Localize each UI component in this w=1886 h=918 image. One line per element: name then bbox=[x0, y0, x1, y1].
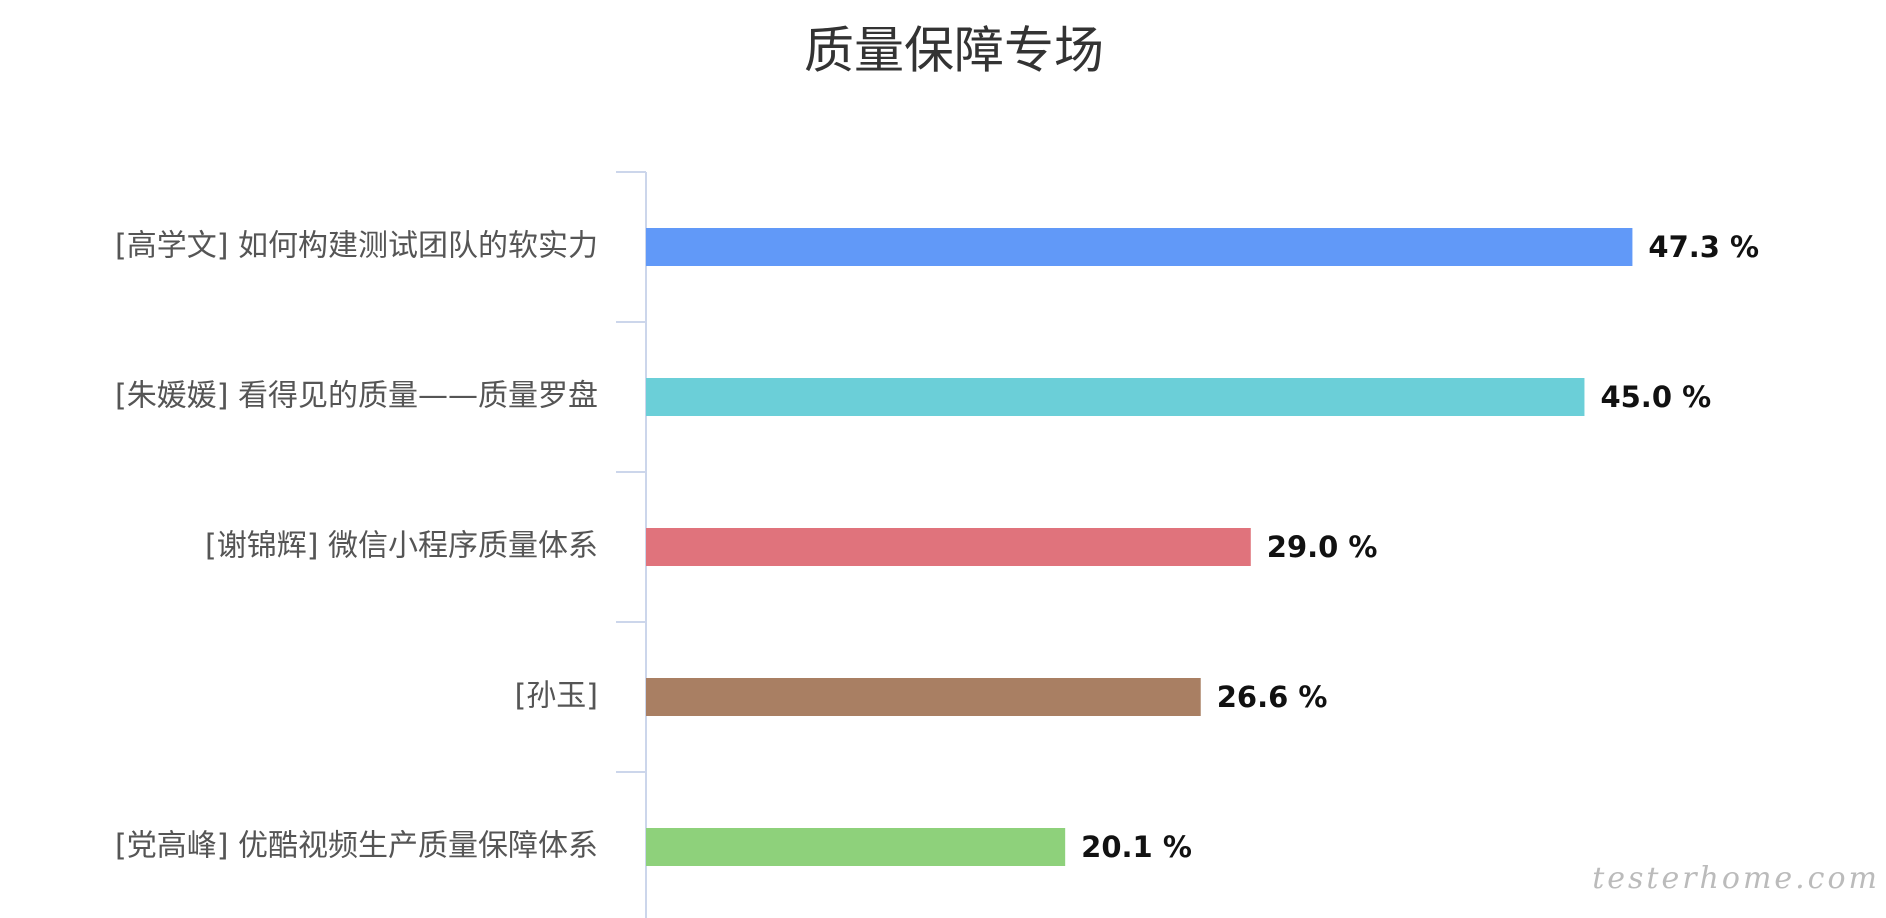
bar bbox=[646, 828, 1066, 866]
value-label: 47.3 % bbox=[1648, 230, 1759, 264]
value-label: 45.0 % bbox=[1600, 380, 1711, 414]
bar bbox=[646, 378, 1585, 416]
value-label: 20.1 % bbox=[1081, 830, 1192, 864]
category-label: [高学文] 如何构建测试团队的软实力 bbox=[115, 229, 598, 264]
value-label: 26.6 % bbox=[1217, 680, 1328, 714]
bar bbox=[646, 228, 1633, 266]
value-label: 29.0 % bbox=[1267, 530, 1378, 564]
watermark: testerhome.com bbox=[1592, 861, 1880, 896]
bar bbox=[646, 528, 1251, 566]
category-label: [朱媛媛] 看得见的质量——质量罗盘 bbox=[115, 379, 598, 414]
chart-title: 质量保障专场 bbox=[804, 22, 1104, 80]
bar bbox=[646, 678, 1201, 716]
category-label: [谢锦辉] 微信小程序质量体系 bbox=[205, 529, 598, 564]
category-label: [党高峰] 优酷视频生产质量保障体系 bbox=[115, 829, 598, 864]
category-label: [孙玉] bbox=[515, 679, 598, 714]
